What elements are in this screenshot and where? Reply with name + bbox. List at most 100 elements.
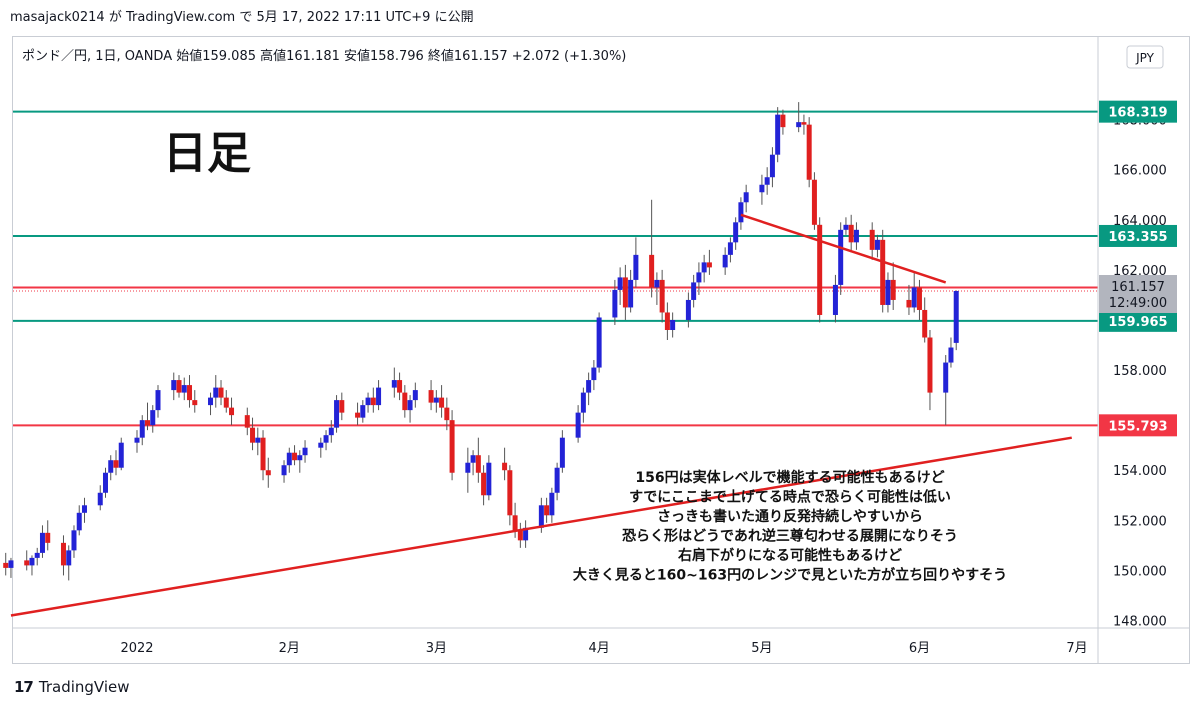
candle-body	[8, 560, 14, 568]
candle-body	[575, 412, 581, 438]
candle-body	[622, 277, 628, 308]
candle	[255, 427, 261, 456]
candle-body	[360, 405, 366, 418]
candle	[223, 390, 229, 413]
price-tick-label: 166.000	[1113, 164, 1167, 179]
candle-body	[549, 492, 555, 516]
candle	[559, 430, 565, 473]
candle-body	[486, 462, 492, 496]
candle	[292, 445, 298, 466]
candle-body	[292, 452, 298, 461]
candle-body	[286, 452, 292, 466]
level-tag-label: 163.355	[1108, 230, 1167, 245]
candle	[801, 114, 807, 135]
candle	[208, 392, 214, 416]
candle-body	[832, 284, 838, 315]
candle	[60, 535, 66, 576]
time-tick-label: 5月	[751, 641, 772, 656]
candle	[628, 269, 634, 313]
candle-body	[701, 262, 707, 273]
candle-body	[250, 427, 256, 443]
candle-body	[654, 279, 660, 288]
candle	[622, 264, 628, 320]
candle-body	[916, 287, 922, 310]
level-labels: 168.319163.355161.295159.965155.793161.1…	[1099, 100, 1177, 437]
candle	[738, 197, 744, 230]
time-tick-label: 6月	[909, 641, 930, 656]
candle-body	[691, 282, 697, 300]
candle	[3, 552, 9, 576]
candle	[664, 302, 670, 341]
candle	[880, 229, 886, 313]
candle	[155, 385, 161, 418]
candle	[832, 274, 838, 323]
candle-body	[953, 291, 959, 343]
candle-body	[402, 392, 408, 411]
candle	[586, 372, 592, 406]
candle-body	[670, 319, 676, 330]
currency-badge[interactable]: JPY	[1126, 45, 1164, 69]
candle-body	[118, 442, 124, 468]
time-tick-label: 2022	[120, 641, 153, 656]
candle-body	[397, 380, 403, 393]
annotation-line: すでにここまで上げてる時点で恐らく可能性は低い	[629, 489, 951, 506]
candle-body	[512, 515, 518, 531]
candle-body	[517, 530, 523, 541]
price-axis: 148.000150.000152.000154.000156.000158.0…	[1097, 36, 1167, 664]
candle-body	[45, 532, 51, 543]
candle	[701, 254, 707, 283]
candle	[806, 117, 812, 188]
candle-body	[449, 420, 455, 473]
candle-body	[885, 279, 891, 305]
candle	[617, 267, 623, 305]
candle-body	[192, 400, 198, 406]
chart-frame	[12, 36, 1190, 664]
candle	[286, 447, 292, 473]
candle-body	[39, 532, 45, 553]
candle	[8, 557, 14, 578]
candle	[376, 380, 382, 411]
time-tick-label: 7月	[1066, 641, 1087, 656]
candle-body	[328, 427, 334, 436]
candle	[465, 447, 471, 493]
annotation-line: 大きく見ると160~163円のレンジで見といた方が立ち回りやすそう	[573, 567, 1007, 584]
candle	[843, 217, 849, 235]
candle-body	[318, 442, 324, 448]
candle	[412, 382, 418, 408]
candle-body	[538, 505, 544, 528]
candle-body	[880, 239, 886, 305]
candle-body	[176, 380, 182, 393]
candle-body	[81, 505, 87, 513]
candle-body	[24, 560, 30, 566]
candle	[428, 380, 434, 411]
candle-body	[323, 435, 329, 443]
candle	[187, 375, 193, 408]
candle	[297, 450, 303, 473]
candle-body	[628, 279, 634, 308]
level-price-tag: 155.793	[1099, 414, 1177, 437]
candle	[339, 392, 345, 421]
candle-body	[869, 229, 875, 250]
candle	[544, 497, 550, 523]
candle-body	[465, 462, 471, 473]
price-tick-label: 150.000	[1113, 564, 1167, 579]
candle-body	[260, 437, 266, 471]
candle-body	[853, 229, 859, 243]
candle-body	[265, 470, 271, 476]
candle	[102, 467, 108, 498]
candle-body	[801, 122, 807, 125]
candle	[759, 174, 765, 205]
candle-body	[376, 387, 382, 406]
candle-body	[580, 392, 586, 413]
candle-body	[664, 312, 670, 330]
candle-body	[743, 192, 749, 203]
candle-body	[213, 387, 219, 398]
candle-body	[796, 122, 802, 128]
candle-body	[134, 437, 140, 443]
candle-body	[255, 437, 261, 443]
candle	[192, 390, 198, 413]
candle-body	[706, 262, 712, 268]
candle-body	[481, 472, 487, 496]
candle	[176, 375, 182, 398]
